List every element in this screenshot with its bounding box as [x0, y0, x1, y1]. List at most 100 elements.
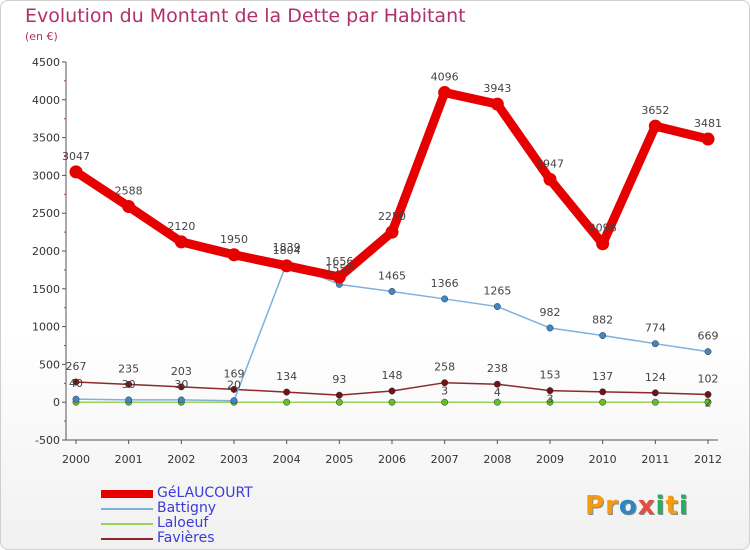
x-tick-label: 2002	[167, 453, 195, 466]
chart-title: Evolution du Montant de la Dette par Hab…	[25, 5, 466, 27]
data-label: 2	[705, 396, 712, 409]
data-label: 3481	[694, 117, 722, 130]
data-point	[388, 398, 396, 406]
data-label: 20	[227, 379, 241, 392]
data-point	[388, 287, 396, 295]
data-point	[385, 225, 399, 239]
data-point	[441, 295, 449, 303]
series-line	[71, 88, 713, 282]
data-point	[177, 396, 185, 404]
logo-letter: t	[665, 491, 679, 521]
data-label: 2588	[115, 185, 143, 198]
data-point	[441, 398, 449, 406]
data-label: 3	[547, 393, 554, 406]
x-tick-label: 2004	[273, 453, 301, 466]
data-label: 1656	[325, 255, 353, 268]
data-point	[72, 378, 80, 386]
x-tick-label: 2005	[325, 453, 353, 466]
data-label: 774	[645, 322, 666, 335]
data-label: 238	[487, 362, 508, 375]
data-label: 2947	[536, 157, 564, 170]
data-point	[599, 388, 607, 396]
data-label: 40	[69, 377, 83, 390]
legend-label: Laloeuf	[157, 515, 209, 531]
data-label: 2096	[589, 222, 617, 235]
data-label: 137	[592, 370, 613, 383]
data-label: 3943	[483, 82, 511, 95]
data-label: 1839	[273, 241, 301, 254]
data-point	[283, 398, 291, 406]
x-tick-label: 2006	[378, 453, 406, 466]
y-tick-label: 500	[39, 358, 60, 371]
legend-item-laloeuf: Laloeuf	[101, 515, 301, 532]
data-point	[599, 332, 607, 339]
y-tick-label: 3500	[32, 132, 60, 145]
y-tick-label: 1000	[32, 321, 60, 334]
data-point	[125, 380, 133, 388]
data-point	[230, 397, 238, 405]
data-point	[177, 383, 185, 391]
data-point	[332, 270, 346, 284]
data-label: 134	[276, 370, 297, 383]
legend-label: Favières	[157, 530, 215, 546]
data-point	[335, 398, 343, 406]
data-label: 1465	[378, 269, 406, 282]
data-label: 982	[540, 306, 561, 319]
logo-letter: r	[605, 491, 619, 521]
data-point	[125, 396, 133, 404]
y-tick-label: 2000	[32, 245, 60, 258]
data-label: 4	[494, 386, 501, 399]
data-label: 153	[540, 369, 561, 382]
data-label: 3652	[641, 104, 669, 117]
data-point	[72, 395, 80, 403]
data-label: 3047	[62, 150, 90, 163]
data-point	[704, 398, 712, 406]
data-point	[69, 165, 83, 179]
data-label: 1366	[431, 277, 459, 290]
data-label: 148	[382, 369, 403, 382]
y-tick-label: 2500	[32, 207, 60, 220]
data-label: 4096	[431, 71, 459, 84]
y-tick-label: 3000	[32, 169, 60, 182]
data-point	[704, 348, 712, 356]
data-label: 102	[698, 372, 719, 385]
data-label: 30	[174, 378, 188, 391]
data-label: 258	[434, 361, 455, 374]
data-label: 235	[118, 362, 139, 375]
legend-swatch	[101, 508, 153, 510]
data-label: 1265	[483, 285, 511, 298]
data-point	[701, 132, 715, 146]
data-point	[122, 200, 136, 214]
legend-swatch	[101, 523, 153, 525]
data-point	[335, 391, 343, 399]
data-point	[283, 388, 291, 396]
logo-letter: i	[655, 491, 666, 521]
data-label: 882	[592, 314, 613, 327]
x-tick-label: 2012	[694, 453, 722, 466]
data-label: 3	[441, 385, 448, 398]
data-point	[493, 380, 501, 388]
proxiti-logo: Proxiti	[585, 491, 689, 521]
data-point	[227, 248, 241, 262]
data-point	[441, 379, 449, 387]
y-tick-label: 4000	[32, 94, 60, 107]
data-label: 30	[122, 378, 136, 391]
data-label: 2120	[167, 220, 195, 233]
data-label: 1559	[325, 262, 353, 275]
x-tick-label: 2009	[536, 453, 564, 466]
data-point	[704, 391, 712, 398]
data-label: 93	[332, 373, 346, 386]
logo-letter: i	[678, 491, 689, 521]
x-tick-label: 2010	[589, 453, 617, 466]
data-label: 2250	[378, 210, 406, 223]
data-point	[493, 303, 501, 311]
data-point	[546, 324, 554, 332]
data-point	[648, 119, 662, 133]
chart-subtitle: (en €)	[25, 30, 58, 43]
legend-swatch	[101, 490, 153, 498]
data-point	[596, 237, 610, 251]
x-tick-label: 2011	[641, 453, 669, 466]
x-tick-label: 2000	[62, 453, 90, 466]
